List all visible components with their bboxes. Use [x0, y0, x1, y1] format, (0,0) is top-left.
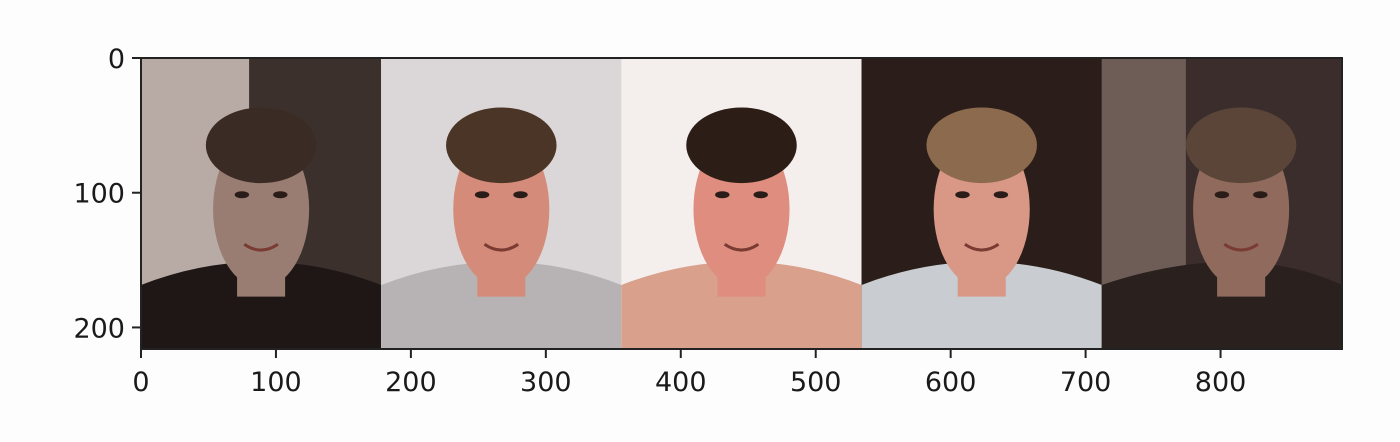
- x-tick-label: 800: [1195, 367, 1247, 398]
- face-3-panel: [621, 58, 862, 349]
- face-2-shoulders: [381, 261, 622, 349]
- face-1-eye-left: [234, 191, 250, 199]
- face-5-eye-left: [1214, 191, 1230, 199]
- face-2-mouth: [483, 242, 519, 252]
- axes-frame: [140, 57, 1343, 350]
- face-5-hair: [1185, 107, 1297, 184]
- face-3-shoulders: [621, 261, 862, 349]
- x-tick-label: 500: [790, 367, 842, 398]
- image-panels: [141, 58, 1342, 349]
- x-tick-label: 600: [925, 367, 977, 398]
- x-tick-label: 400: [655, 367, 707, 398]
- face-3-eye-left: [715, 191, 730, 199]
- face-4-eye-left: [955, 191, 970, 199]
- x-tick-label: 0: [132, 367, 149, 398]
- face-4-mouth: [964, 242, 1000, 252]
- y-axis: 0 100 200: [73, 44, 141, 344]
- face-2-eye-left: [474, 191, 490, 199]
- y-tick-label: 100: [73, 179, 125, 210]
- face-4-eye-right: [993, 191, 1009, 199]
- y-tick-label: 0: [108, 44, 125, 75]
- face-1-panel: [141, 58, 382, 349]
- face-1-eye-right: [273, 191, 288, 199]
- face-3-eye-right: [753, 191, 768, 199]
- face-3-mouth: [723, 242, 760, 252]
- face-5-shoulders: [1101, 261, 1342, 349]
- face-4-shoulders: [861, 261, 1102, 349]
- x-tick-label: 700: [1060, 367, 1112, 398]
- face-2-eye-right: [513, 191, 528, 199]
- face-5-eye-right: [1253, 191, 1268, 199]
- x-tick-label: 200: [385, 367, 437, 398]
- y-tick-label: 200: [73, 313, 125, 344]
- face-2-hair: [446, 107, 557, 184]
- face-1-hair: [205, 107, 317, 184]
- face-5-panel: [1101, 58, 1342, 349]
- x-tick-label: 100: [250, 367, 302, 398]
- x-tick-label: 300: [520, 367, 572, 398]
- face-5-mouth: [1223, 242, 1259, 252]
- face-4-panel: [861, 58, 1102, 349]
- x-axis: 0 100 200 300 400 500 600 700 800: [132, 349, 1246, 398]
- face-1-shoulders: [141, 261, 382, 349]
- face-3-hair: [686, 107, 797, 184]
- face-4-hair: [926, 107, 1037, 184]
- face-2-panel: [381, 58, 622, 349]
- face-1-mouth: [243, 242, 279, 252]
